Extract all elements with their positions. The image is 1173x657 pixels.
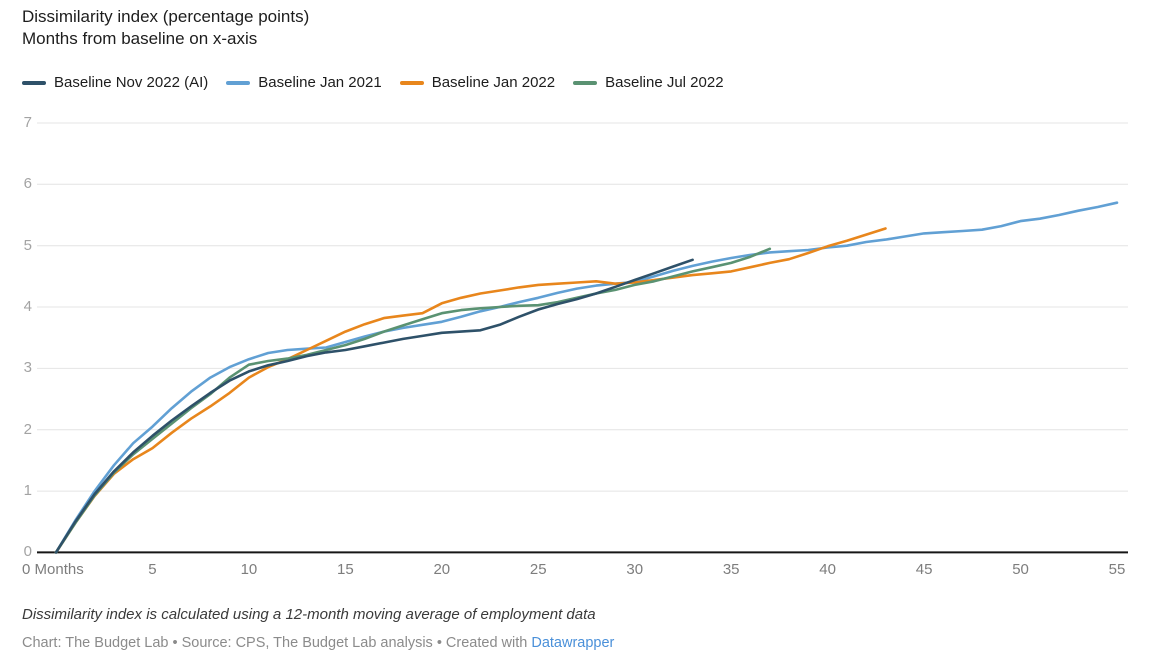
x-tick-label-30: 30 bbox=[626, 561, 644, 578]
datawrapper-link[interactable]: Datawrapper bbox=[531, 635, 615, 651]
x-tick-label-0: 0 Months bbox=[22, 561, 84, 578]
x-tick-label-35: 35 bbox=[722, 561, 740, 578]
x-tick-label-20: 20 bbox=[433, 561, 451, 578]
series-line-jan-2021[interactable] bbox=[54, 201, 1119, 554]
y-tick-label-1: 1 bbox=[23, 482, 32, 500]
credit-line: Chart: The Budget Lab • Source: CPS, The… bbox=[22, 635, 614, 651]
y-tick-label-4: 4 bbox=[23, 298, 32, 316]
legend-label-jan-2022: Baseline Jan 2022 bbox=[431, 74, 556, 91]
x-tick-label-25: 25 bbox=[529, 561, 547, 578]
chart-title: Dissimilarity index (percentage points) bbox=[22, 7, 310, 26]
footnote: Dissimilarity index is calculated using … bbox=[22, 606, 596, 623]
y-tick-label-7: 7 bbox=[23, 114, 32, 131]
legend-swatch-nov-2022-ai bbox=[22, 80, 46, 85]
x-tick-label-15: 15 bbox=[337, 561, 354, 578]
legend-item-jan-2021: Baseline Jan 2021 bbox=[226, 74, 382, 91]
legend-label-jan-2021: Baseline Jan 2021 bbox=[258, 74, 382, 91]
legend: Baseline Nov 2022 (AI) Baseline Jan 2021 B… bbox=[22, 74, 724, 91]
legend-label-jul-2022: Baseline Jul 2022 bbox=[605, 74, 724, 91]
x-tick-label-5: 5 bbox=[148, 561, 157, 578]
x-tick-label-45: 45 bbox=[915, 561, 933, 578]
legend-swatch-jan-2021 bbox=[226, 80, 251, 85]
legend-label-nov-2022-ai: Baseline Nov 2022 (AI) bbox=[54, 74, 209, 91]
chart-subtitle: Months from baseline on x-axis bbox=[22, 29, 258, 48]
y-tick-label-3: 3 bbox=[23, 359, 32, 377]
legend-swatch-jul-2022 bbox=[573, 80, 598, 85]
x-tick-label-40: 40 bbox=[819, 561, 836, 578]
series-line-jul-2022[interactable] bbox=[54, 247, 772, 554]
legend-item-jul-2022: Baseline Jul 2022 bbox=[573, 74, 724, 91]
credit-text: Chart: The Budget Lab • Source: CPS, The… bbox=[22, 635, 532, 651]
y-tick-label-5: 5 bbox=[23, 236, 32, 254]
x-tick-label-50: 50 bbox=[1012, 561, 1029, 578]
x-tick-label-55: 55 bbox=[1108, 561, 1126, 578]
legend-swatch-jan-2022 bbox=[399, 80, 424, 85]
x-tick-label-10: 10 bbox=[240, 561, 258, 578]
y-tick-label-6: 6 bbox=[23, 175, 32, 193]
series-line-jan-2022[interactable] bbox=[54, 227, 887, 554]
y-tick-label-0: 0 bbox=[23, 543, 32, 561]
legend-item-nov-2022-ai: Baseline Nov 2022 (AI) bbox=[22, 74, 208, 91]
legend-item-jan-2022: Baseline Jan 2022 bbox=[399, 74, 556, 91]
series-line-nov-2022-ai[interactable] bbox=[54, 258, 694, 554]
y-tick-label-2: 2 bbox=[23, 420, 32, 438]
